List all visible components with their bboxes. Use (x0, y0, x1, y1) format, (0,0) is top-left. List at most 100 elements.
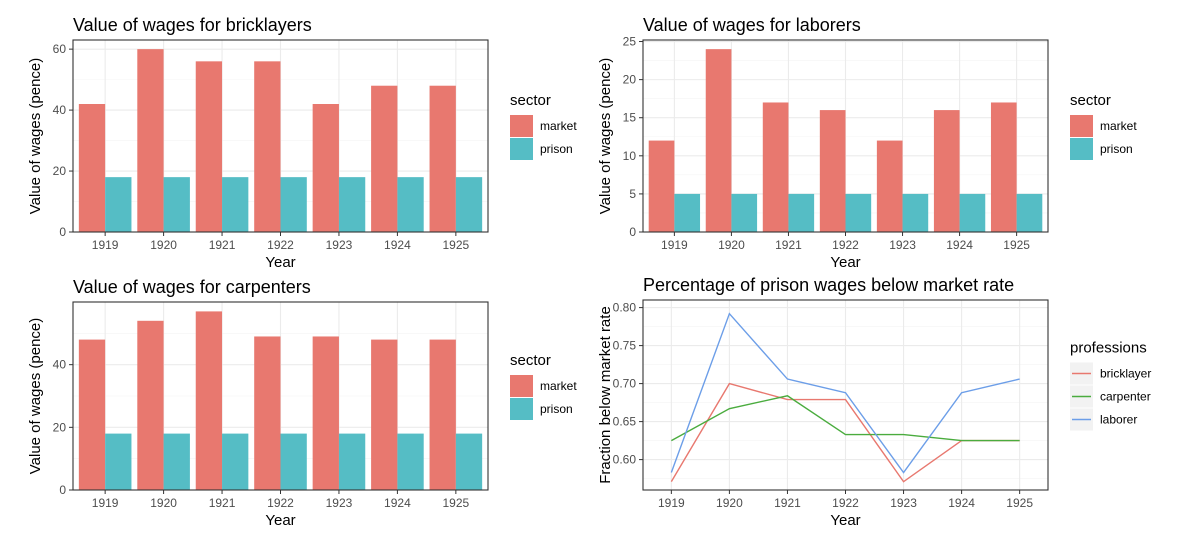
y-tick-label: 0 (59, 225, 66, 239)
x-tick-label: 1920 (150, 496, 177, 510)
bar-market-1922 (819, 110, 846, 232)
bar-market-1920 (705, 49, 732, 233)
x-tick-label: 1923 (326, 496, 353, 510)
bar-market-1921 (762, 102, 789, 232)
x-tick-label: 1920 (718, 238, 745, 252)
bar-market-1921 (195, 61, 223, 233)
bar-market-1922 (254, 61, 281, 233)
x-tick-label: 1925 (443, 238, 470, 252)
x-tick-label: 1919 (661, 238, 688, 252)
bar-prison-1925 (455, 177, 483, 232)
bar-prison-1924 (959, 193, 986, 232)
x-tick-label: 1921 (209, 238, 236, 252)
x-tick-label: 1923 (326, 238, 353, 252)
x-axis-label: Year (830, 254, 860, 269)
legend-key-prison (510, 138, 533, 160)
bar-prison-1923 (338, 177, 366, 232)
bar-prison-1919 (674, 193, 701, 232)
y-tick-label: 0 (629, 225, 636, 239)
laborers-chart-panel: 0 5 10 15 20 25 1919 1920 1921 1922 1923 1924 1925 Va… (570, 0, 1170, 269)
bar-prison-1919 (105, 177, 132, 232)
fraction-below-market-chart-panel: 0.60 0.65 0.70 0.75 0.80 1919 1920 1921 1922 1923… (570, 269, 1170, 538)
chart-title: Value of wages for bricklayers (73, 15, 312, 35)
fraction-below-market-chart: 0.60 0.65 0.70 0.75 0.80 1919 1920 1921 1922 1923… (597, 275, 1151, 529)
x-axis-label: Year (265, 512, 295, 529)
y-tick-label: 20 (53, 164, 67, 178)
bar-prison-1921 (222, 177, 249, 232)
y-tick-label: 60 (53, 42, 67, 56)
x-tick-label: 1925 (1006, 496, 1033, 510)
legend-key-prison (510, 398, 533, 420)
bar-market-1923 (876, 140, 903, 232)
y-tick-label: 20 (53, 420, 67, 434)
x-tick-label: 1923 (890, 496, 917, 510)
x-tick-label: 1923 (889, 238, 916, 252)
bar-market-1925 (990, 102, 1017, 232)
x-tick-label: 1924 (384, 496, 411, 510)
bar-market-1924 (371, 85, 398, 232)
x-tick-label: 1924 (384, 238, 411, 252)
y-tick-label: 0 (59, 483, 66, 497)
legend-label-market: market (540, 119, 577, 133)
x-tick-label: 1921 (774, 496, 801, 510)
x-tick-label: 1922 (267, 496, 294, 510)
bar-prison-1922 (280, 177, 307, 232)
plot-border (72, 301, 489, 491)
bricklayers-chart: 0 20 40 60 1919 1920 1921 1922 1923 1924 1925 Value… (27, 15, 577, 269)
y-tick-label: 0.75 (613, 339, 637, 353)
bar-prison-1922 (845, 193, 872, 232)
x-tick-label: 1920 (716, 496, 743, 510)
x-tick-label: 1919 (92, 496, 119, 510)
bar-market-1921 (195, 311, 223, 490)
bar-prison-1921 (788, 193, 815, 232)
bar-prison-1922 (280, 433, 307, 490)
legend-title: professions (1070, 340, 1147, 357)
y-tick-label: 40 (53, 358, 67, 372)
plot-border (642, 299, 1049, 491)
y-tick-label: 20 (623, 73, 637, 87)
y-tick-label: 15 (623, 111, 637, 125)
x-tick-label: 1919 (658, 496, 685, 510)
legend-label-market: market (1100, 119, 1137, 133)
x-axis-label: Year (830, 512, 860, 529)
legend-label-prison: prison (540, 142, 573, 156)
bar-prison-1925 (1016, 193, 1043, 232)
legend-title: sector (510, 92, 551, 109)
legend-key-market (510, 115, 533, 137)
legend-key-prison (1070, 138, 1093, 160)
legend-key-market (510, 375, 533, 397)
carpenters-chart: 0 20 40 1919 1920 1921 1922 1923 1924 1925 Value o… (27, 277, 577, 529)
x-tick-label: 1925 (1003, 238, 1030, 252)
bar-market-1920 (137, 49, 164, 233)
x-tick-label: 1922 (832, 238, 859, 252)
bar-market-1924 (933, 110, 960, 232)
bar-prison-1924 (397, 177, 424, 232)
x-tick-label: 1924 (946, 238, 973, 252)
y-tick-label: 0.60 (613, 453, 637, 467)
y-tick-label: 40 (53, 103, 67, 117)
y-tick-label: 0.70 (613, 377, 637, 391)
legend-label-laborer: laborer (1100, 413, 1137, 427)
bar-market-1919 (648, 140, 675, 232)
bar-market-1925 (429, 85, 456, 232)
legend-title: sector (510, 352, 551, 369)
legend-label-bricklayer: bricklayer (1100, 367, 1151, 381)
y-axis-label: Fraction below market rate (597, 306, 614, 484)
bar-prison-1920 (731, 193, 758, 232)
bar-prison-1924 (397, 433, 424, 490)
legend-title: sector (1070, 92, 1111, 109)
plot-border (642, 39, 1049, 233)
y-tick-label: 5 (629, 187, 636, 201)
bricklayers-chart-panel: 0 20 40 60 1919 1920 1921 1922 1923 1924 1925 Value… (0, 0, 600, 269)
bar-prison-1923 (338, 433, 366, 490)
legend-key-market (1070, 115, 1093, 137)
bar-market-1919 (78, 339, 106, 490)
carpenters-chart-panel: 0 20 40 1919 1920 1921 1922 1923 1924 1925 Value o… (0, 269, 600, 538)
bar-prison-1920 (163, 177, 190, 232)
line-carpenter (671, 395, 1020, 442)
bar-prison-1921 (222, 433, 249, 490)
x-tick-label: 1921 (775, 238, 802, 252)
legend-label-prison: prison (540, 402, 573, 416)
line-laborer (670, 312, 1020, 474)
y-axis-label: Value of wages (pence) (597, 58, 614, 214)
